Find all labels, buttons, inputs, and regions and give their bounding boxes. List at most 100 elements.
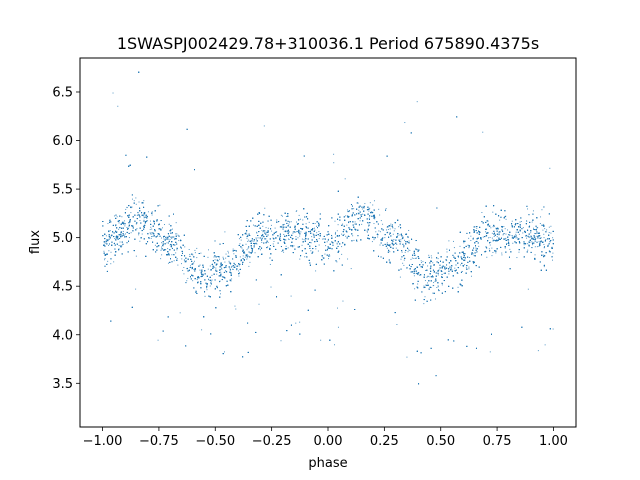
data-point (118, 228, 120, 230)
data-point (139, 220, 141, 222)
data-point (270, 224, 272, 226)
data-point (366, 230, 368, 232)
data-point (540, 237, 542, 239)
data-point (420, 260, 422, 262)
data-point (539, 223, 541, 225)
data-point (429, 276, 431, 278)
data-point (543, 254, 545, 256)
data-point (167, 248, 169, 250)
data-point (241, 247, 243, 249)
data-point (267, 227, 269, 229)
data-point (227, 252, 229, 254)
data-point (125, 233, 126, 235)
data-point (373, 237, 375, 239)
data-point (368, 217, 370, 219)
data-point (552, 252, 554, 254)
data-point (143, 219, 145, 221)
data-point (247, 247, 249, 249)
data-point (122, 230, 124, 232)
data-point (526, 220, 528, 222)
data-point (379, 231, 381, 233)
data-point (161, 242, 163, 244)
data-point (391, 224, 393, 226)
data-point (359, 220, 361, 222)
data-point (115, 225, 117, 227)
data-point (503, 233, 505, 235)
data-point (337, 224, 339, 226)
data-point (548, 226, 550, 228)
data-point (234, 266, 236, 268)
data-point (246, 233, 248, 235)
data-point (493, 226, 495, 228)
data-point (438, 269, 440, 271)
data-point (247, 239, 249, 241)
data-point (467, 244, 469, 246)
data-point (264, 232, 266, 234)
data-point (231, 265, 233, 267)
data-point (552, 237, 554, 239)
data-point (416, 101, 418, 103)
data-point (329, 255, 331, 257)
data-point (532, 237, 534, 239)
data-point (432, 262, 434, 264)
data-point (519, 229, 521, 231)
data-point (453, 247, 455, 249)
data-point (419, 274, 421, 276)
data-point (262, 231, 264, 233)
data-point (165, 249, 167, 251)
data-point (433, 282, 435, 284)
data-point (396, 324, 398, 326)
data-point (542, 229, 544, 231)
data-point (478, 245, 480, 247)
data-point (157, 339, 159, 341)
data-point (216, 273, 218, 275)
data-point (246, 249, 248, 251)
data-point (184, 261, 186, 263)
data-point (303, 239, 305, 241)
data-point (515, 233, 517, 235)
data-point (511, 235, 513, 237)
data-point (369, 207, 371, 209)
data-point (343, 233, 345, 235)
data-point (189, 265, 191, 267)
data-point (206, 289, 208, 291)
data-point (298, 231, 300, 233)
data-point (441, 284, 443, 286)
data-point (341, 233, 343, 235)
data-point (536, 235, 538, 237)
data-point (353, 239, 355, 241)
data-point (468, 266, 470, 268)
data-point (138, 201, 140, 203)
data-point (404, 251, 406, 253)
data-point (403, 264, 405, 266)
data-point (160, 249, 162, 251)
data-point (185, 260, 187, 262)
data-point (354, 223, 356, 225)
data-point (437, 258, 439, 260)
data-point (149, 233, 151, 235)
data-point (224, 231, 226, 233)
data-point (149, 229, 151, 231)
data-point (154, 244, 156, 246)
data-point (378, 230, 380, 232)
data-point (491, 255, 493, 257)
data-point (276, 219, 278, 221)
data-point (326, 241, 328, 243)
data-point (229, 267, 231, 269)
data-point (361, 208, 363, 210)
data-point (285, 245, 287, 247)
data-point (269, 257, 271, 259)
data-point (297, 237, 299, 239)
data-point (151, 236, 153, 238)
data-point (312, 233, 314, 235)
data-point (109, 230, 111, 232)
data-point (168, 249, 170, 251)
data-point (240, 259, 242, 261)
data-point (176, 249, 178, 251)
data-point (225, 257, 227, 259)
data-point (115, 237, 117, 239)
data-point (519, 221, 521, 223)
data-point (443, 268, 445, 270)
data-point (492, 251, 494, 253)
data-point (454, 267, 456, 269)
